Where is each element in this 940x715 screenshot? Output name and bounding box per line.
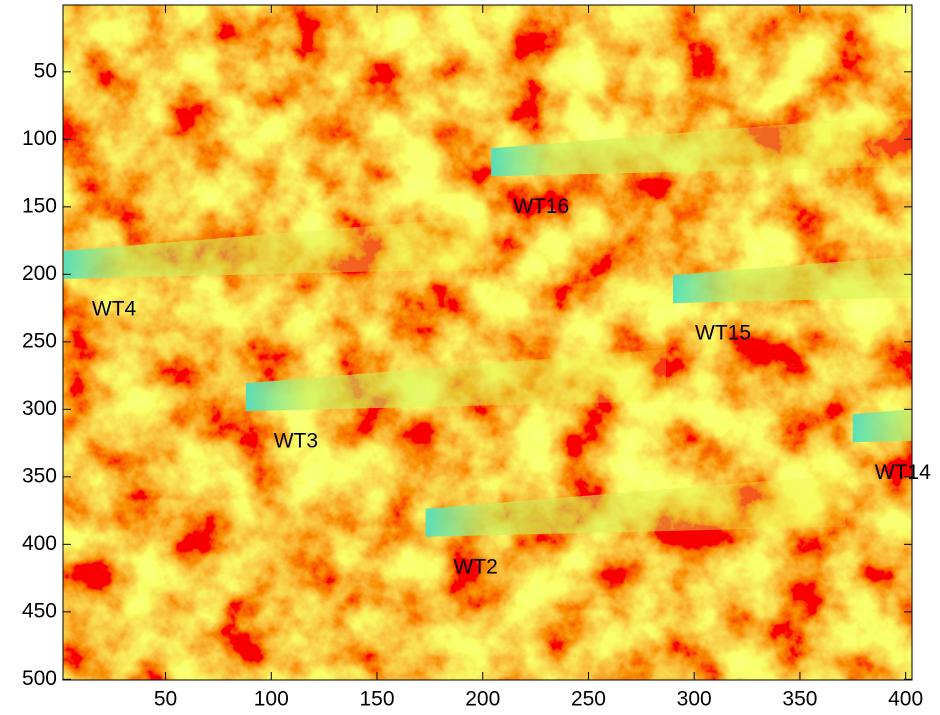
turbine-label: WT4 bbox=[92, 297, 137, 320]
x-tick-label: 250 bbox=[571, 688, 606, 711]
x-tick-label: 400 bbox=[888, 688, 923, 711]
turbine-wake bbox=[64, 216, 485, 279]
y-tick-label: 150 bbox=[22, 194, 57, 217]
y-tick-label: 250 bbox=[22, 329, 57, 352]
turbine-label: WT3 bbox=[274, 430, 318, 453]
turbine-label: WT14 bbox=[875, 461, 931, 484]
x-tick-label: 300 bbox=[677, 688, 712, 711]
turbine-label: WT15 bbox=[695, 322, 751, 345]
turbine-wake bbox=[491, 114, 912, 177]
y-tick-label: 300 bbox=[22, 397, 57, 420]
y-tick-label: 100 bbox=[22, 127, 57, 150]
x-tick-label: 150 bbox=[359, 688, 394, 711]
image-area bbox=[63, 5, 912, 680]
turbine-label: WT2 bbox=[453, 555, 497, 578]
turbine-wake bbox=[245, 349, 666, 412]
turbine-wake bbox=[673, 255, 912, 304]
y-tick-label: 500 bbox=[22, 667, 57, 690]
turbine-wake bbox=[852, 409, 912, 443]
y-tick-label: 50 bbox=[34, 59, 57, 82]
x-tick-label: 50 bbox=[154, 688, 177, 711]
turbine-wake bbox=[425, 474, 846, 537]
turbine-label: WT16 bbox=[513, 195, 569, 218]
y-tick-label: 350 bbox=[22, 464, 57, 487]
y-tick-label: 400 bbox=[22, 532, 57, 555]
x-tick-label: 200 bbox=[465, 688, 500, 711]
x-tick-label: 100 bbox=[254, 688, 289, 711]
x-tick-label: 350 bbox=[782, 688, 817, 711]
axes-frame bbox=[62, 4, 913, 681]
background-field bbox=[63, 5, 912, 680]
y-tick-label: 450 bbox=[22, 599, 57, 622]
y-tick-label: 200 bbox=[22, 262, 57, 285]
